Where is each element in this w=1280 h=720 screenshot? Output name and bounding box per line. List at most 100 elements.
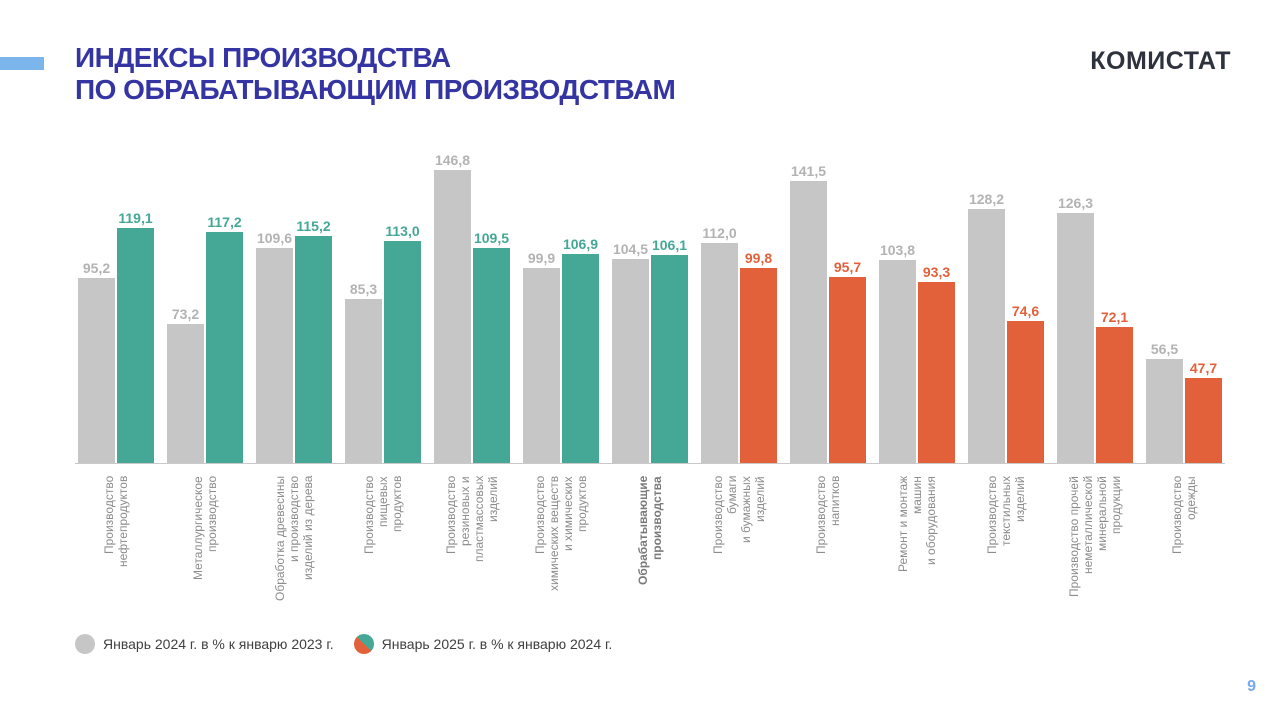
bar-current-year	[384, 241, 421, 463]
bar-value-current-year: 47,7	[1189, 360, 1218, 376]
category-cell: Производство резиновых и пластмассовых и…	[434, 464, 510, 656]
bar-column-prev-year: 99,9	[523, 250, 560, 463]
bar-value-current-year: 115,2	[296, 218, 331, 234]
category-label: Обрабатывающие производства	[636, 476, 664, 586]
bar-column-prev-year: 146,8	[434, 152, 471, 463]
bar-column-prev-year: 109,6	[256, 230, 293, 463]
bar-column-current-year: 74,6	[1007, 303, 1044, 463]
category-label: Производство напитков	[814, 476, 842, 555]
category-cell: Обработка древесины и производство издел…	[256, 464, 332, 656]
bar-group: 109,6 115,2	[256, 218, 332, 463]
bar-column-current-year: 115,2	[295, 218, 332, 463]
bar-current-year	[295, 236, 332, 463]
bar-column-current-year: 106,1	[651, 237, 688, 463]
legend-item-jan-2024: Январь 2024 г. в % к январю 2023 г.	[75, 634, 334, 654]
bar-column-prev-year: 112,0	[701, 225, 738, 463]
category-cell: Производство пищевых продуктов	[345, 464, 421, 656]
page-title-line-1: ИНДЕКСЫ ПРОИЗВОДСТВА	[75, 42, 451, 73]
bar-current-year	[1096, 327, 1133, 463]
bar-current-year	[1007, 321, 1044, 463]
legend-item-jan-2025: Январь 2025 г. в % к январю 2024 г.	[353, 634, 613, 654]
bar-value-prev-year: 99,9	[527, 250, 556, 266]
bar-column-prev-year: 56,5	[1146, 341, 1183, 463]
chart-plot-area: 95,2 119,1 73,2 117,2 109,6 115,2 85,3 113,0 146…	[75, 149, 1225, 464]
bar-column-prev-year: 104,5	[612, 241, 649, 463]
bar-value-current-year: 109,5	[473, 230, 510, 246]
bar-group: 141,5 95,7	[790, 163, 866, 463]
bar-prev-year	[434, 170, 471, 463]
bar-value-prev-year: 128,2	[968, 191, 1005, 207]
bar-value-prev-year: 103,8	[879, 242, 916, 258]
bar-column-prev-year: 126,3	[1057, 195, 1094, 463]
bar-column-current-year: 113,0	[384, 223, 421, 463]
bar-group: 99,9 106,9	[523, 236, 599, 463]
category-cell: Металлургическое производство	[167, 464, 243, 656]
category-label: Производство резиновых и пластмассовых и…	[444, 476, 500, 563]
category-label: Производство химических веществ и химиче…	[533, 476, 589, 592]
bar-column-current-year: 93,3	[918, 264, 955, 463]
page-title-line-2: ПО ОБРАБАТЫВАЮЩИМ ПРОИЗВОДСТВАМ	[75, 74, 676, 105]
bar-group: 112,0 99,8	[701, 225, 777, 463]
bar-value-prev-year: 95,2	[82, 260, 111, 276]
legend-label-jan-2025: Январь 2025 г. в % к январю 2024 г.	[381, 636, 613, 652]
bar-group: 73,2 117,2	[167, 214, 243, 463]
category-label: Производство бумаги и бумажных изделий	[711, 476, 767, 555]
category-cell: Производство нефтепродуктов	[78, 464, 154, 656]
bar-group: 95,2 119,1	[78, 210, 154, 463]
category-cell: Производство текстильных изделий	[968, 464, 1044, 656]
bar-column-prev-year: 128,2	[968, 191, 1005, 463]
bar-value-prev-year: 104,5	[612, 241, 649, 257]
bar-group: 85,3 113,0	[345, 223, 421, 463]
bar-value-current-year: 74,6	[1011, 303, 1040, 319]
bar-column-current-year: 109,5	[473, 230, 510, 463]
bar-value-current-year: 113,0	[385, 223, 420, 239]
page-number: 9	[1247, 678, 1256, 695]
bar-current-year	[206, 232, 243, 463]
legend-marker-gray-icon	[75, 634, 95, 654]
category-label: Обработка древесины и производство издел…	[273, 476, 315, 602]
bar-column-prev-year: 103,8	[879, 242, 916, 463]
bar-prev-year	[701, 243, 738, 463]
bar-value-current-year: 106,1	[651, 237, 688, 253]
bar-group: 56,5 47,7	[1146, 341, 1222, 463]
bar-column-current-year: 99,8	[740, 250, 777, 463]
bar-prev-year	[78, 278, 115, 463]
bar-value-prev-year: 109,6	[256, 230, 293, 246]
page-title: ИНДЕКСЫ ПРОИЗВОДСТВА ПО ОБРАБАТЫВАЮЩИМ ПР…	[75, 42, 676, 106]
category-label: Ремонт и монтаж машин и оборудования	[896, 476, 938, 573]
bar-prev-year	[612, 259, 649, 463]
bar-current-year	[829, 277, 866, 463]
category-cell: Производство химических веществ и химиче…	[523, 464, 599, 656]
bar-column-current-year: 47,7	[1185, 360, 1222, 463]
bar-value-current-year: 95,7	[833, 259, 862, 275]
accent-bar	[0, 57, 44, 70]
bar-prev-year	[1146, 359, 1183, 463]
bar-column-current-year: 117,2	[206, 214, 243, 463]
bar-value-prev-year: 112,0	[702, 225, 737, 241]
category-label: Производство одежды	[1170, 476, 1198, 555]
category-cell: Обрабатывающие производства	[612, 464, 688, 656]
bar-value-prev-year: 85,3	[349, 281, 378, 297]
bar-value-prev-year: 141,5	[790, 163, 827, 179]
bar-group: 128,2 74,6	[968, 191, 1044, 463]
bar-group: 103,8 93,3	[879, 242, 955, 463]
category-label: Производство прочей неметаллической мине…	[1067, 476, 1123, 597]
category-label: Производство нефтепродуктов	[102, 476, 130, 568]
category-axis: Производство нефтепродуктов Металлургичес…	[75, 464, 1225, 656]
bar-current-year	[473, 248, 510, 463]
bar-value-current-year: 93,3	[922, 264, 951, 280]
bar-value-current-year: 117,2	[207, 214, 242, 230]
bar-value-prev-year: 126,3	[1057, 195, 1094, 211]
bar-column-prev-year: 85,3	[345, 281, 382, 463]
bar-prev-year	[256, 248, 293, 463]
chart-legend: Январь 2024 г. в % к январю 2023 г. Янва…	[75, 634, 612, 654]
bar-column-current-year: 95,7	[829, 259, 866, 463]
bar-value-current-year: 106,9	[562, 236, 599, 252]
bar-group: 146,8 109,5	[434, 152, 510, 463]
bar-value-current-year: 72,1	[1100, 309, 1129, 325]
bar-value-prev-year: 56,5	[1150, 341, 1179, 357]
bar-prev-year	[523, 268, 560, 463]
legend-label-jan-2024: Январь 2024 г. в % к январю 2023 г.	[103, 636, 334, 652]
bar-prev-year	[879, 260, 916, 463]
bar-column-current-year: 72,1	[1096, 309, 1133, 463]
